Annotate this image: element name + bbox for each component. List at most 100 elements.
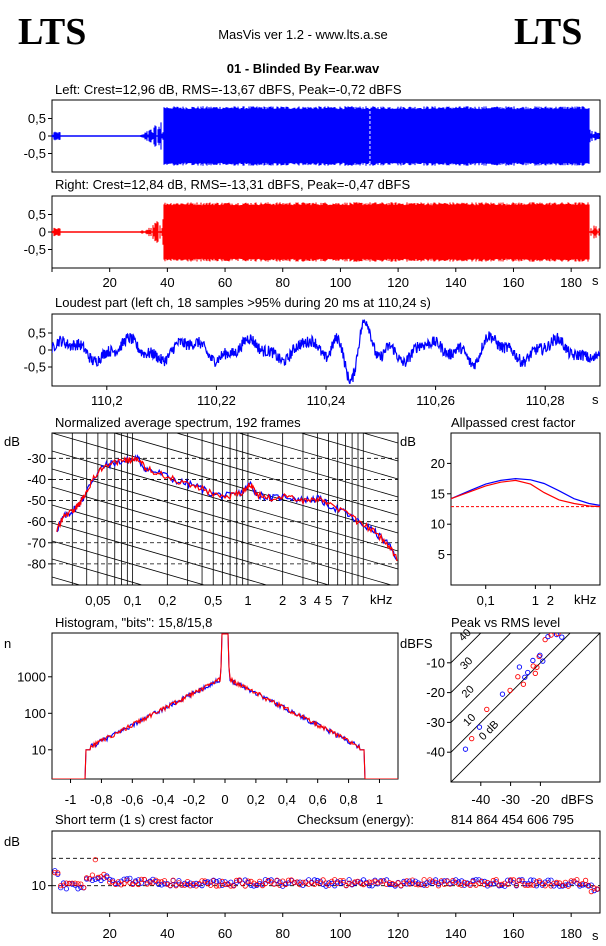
short-crest-point	[127, 880, 133, 886]
short-crest-point	[430, 878, 436, 884]
short-crest-point	[502, 880, 508, 886]
short-crest-point	[525, 882, 531, 889]
short-crest-point	[427, 877, 433, 883]
spectrum-xtick-label: 7	[342, 593, 349, 608]
app-title: MasVis ver 1.2 - www.lts.a.se	[218, 27, 388, 42]
peak-rms-point	[553, 633, 560, 638]
short-crest-point	[161, 878, 168, 884]
short-crest-point	[282, 881, 289, 888]
short-crest-point	[182, 882, 188, 888]
left-channel-ytick-label: 0,5	[28, 111, 46, 126]
spectrum-xtick-label: 0,5	[204, 593, 222, 608]
short-crest-point	[467, 882, 473, 889]
short-crest-point	[412, 881, 418, 887]
short-crest-point	[86, 876, 93, 882]
spectrum-ytick-label: -50	[27, 493, 46, 508]
short-crest-point	[314, 879, 320, 886]
short-crest-point	[528, 877, 534, 883]
short-crest-point	[568, 878, 574, 884]
peak-rms-frame	[450, 632, 601, 783]
short-crest-ylabel: dB	[4, 834, 20, 849]
short-crest-axis-unit: s	[592, 928, 599, 943]
short-crest-point	[386, 880, 393, 886]
peak-rms-axis-unit: dBFS	[561, 792, 594, 807]
short-crest-point	[300, 882, 306, 888]
short-crest-point	[208, 882, 214, 888]
left-channel-ytick-label: 0	[39, 129, 46, 144]
short-crest-point	[340, 879, 346, 886]
short-crest-point	[124, 876, 130, 882]
short-crest-point	[75, 886, 81, 892]
spectrum-grid	[52, 433, 398, 731]
short-crest-point	[490, 877, 496, 884]
histogram-xtick-label: 0	[221, 792, 228, 807]
short-crest-point	[60, 880, 67, 886]
short-crest-point	[210, 878, 217, 884]
short-crest-point	[63, 886, 70, 892]
short-crest-point	[138, 876, 144, 882]
short-crest-point	[493, 879, 499, 885]
short-crest-point	[438, 878, 444, 884]
short-crest-point	[559, 882, 566, 889]
peak-rms-point	[516, 664, 523, 670]
short-crest-point	[568, 880, 574, 886]
peak-rms-diagonal-label: 20	[460, 683, 477, 700]
loudest-xtick-label: 110,28	[526, 393, 565, 408]
allpass-ytick-label: 20	[431, 456, 445, 471]
short-crest-point	[424, 880, 430, 886]
peak-rms-point	[530, 657, 536, 664]
allpass-xtick-label: 1	[532, 593, 539, 608]
allpass-ytick-label: 5	[438, 547, 445, 562]
short-crest-point	[277, 879, 283, 885]
time-axis-tick-label: 60	[218, 275, 232, 290]
peak-rms-xtick-label: -30	[501, 792, 520, 807]
short-crest-point	[311, 881, 318, 887]
checksum-value: 814 864 454 606 795	[451, 812, 574, 827]
short-crest-point	[386, 881, 393, 888]
loudest-xtick-label: 110,22	[197, 393, 236, 408]
histogram-frame	[51, 632, 399, 780]
spectrum-ytick-label: -70	[27, 535, 46, 550]
short-crest-point	[346, 880, 352, 886]
short-crest-point	[424, 882, 430, 888]
short-crest-point	[167, 882, 173, 889]
histogram-ytick-label: 1000	[17, 669, 46, 684]
short-crest-point	[107, 876, 113, 883]
spectrum-slope-line	[52, 450, 398, 552]
short-crest-point	[392, 883, 398, 889]
spectrum-slope-line	[52, 595, 398, 695]
short-crest-point	[89, 872, 96, 878]
spectrum-ytick-label: -30	[27, 451, 46, 466]
short-crest-point	[352, 879, 358, 885]
short-crest-point	[135, 881, 142, 888]
short-crest-point	[239, 880, 245, 886]
short-crest-point	[222, 881, 228, 888]
short-crest-point	[95, 874, 101, 881]
short-crest-point	[340, 878, 346, 884]
short-crest-point	[395, 880, 401, 886]
spectrum-xtick-label: 5	[325, 593, 332, 608]
short-crest-point	[565, 881, 571, 887]
peak-rms-point	[537, 652, 543, 658]
short-crest-point	[228, 883, 234, 889]
peak-rms-diagonal	[451, 633, 600, 782]
short-crest-point	[72, 880, 78, 886]
time-axis-tick-label: 140	[445, 275, 467, 290]
short-crest-point	[159, 882, 165, 888]
short-crest-point	[574, 880, 580, 886]
left-channel-ytick-label: -0,5	[24, 146, 46, 161]
short-crest-point	[588, 888, 594, 895]
short-crest-point	[516, 877, 522, 884]
short-crest-point	[185, 878, 191, 885]
right-channel-ytick-label: 0	[39, 225, 46, 240]
checksum-label: Checksum (energy):	[297, 812, 415, 827]
short-crest-point	[531, 877, 537, 883]
short-crest-point	[594, 886, 600, 892]
right-channel-ytick-label: -0,5	[24, 242, 46, 257]
peak-rms-ytick-label: -20	[426, 685, 445, 700]
short-crest-point	[78, 884, 84, 891]
spectrum-slope-line	[175, 433, 398, 498]
short-crest-point	[409, 877, 416, 883]
spectrum-slope-line	[52, 631, 398, 731]
peak-rms-ytick-label: -30	[426, 715, 445, 730]
